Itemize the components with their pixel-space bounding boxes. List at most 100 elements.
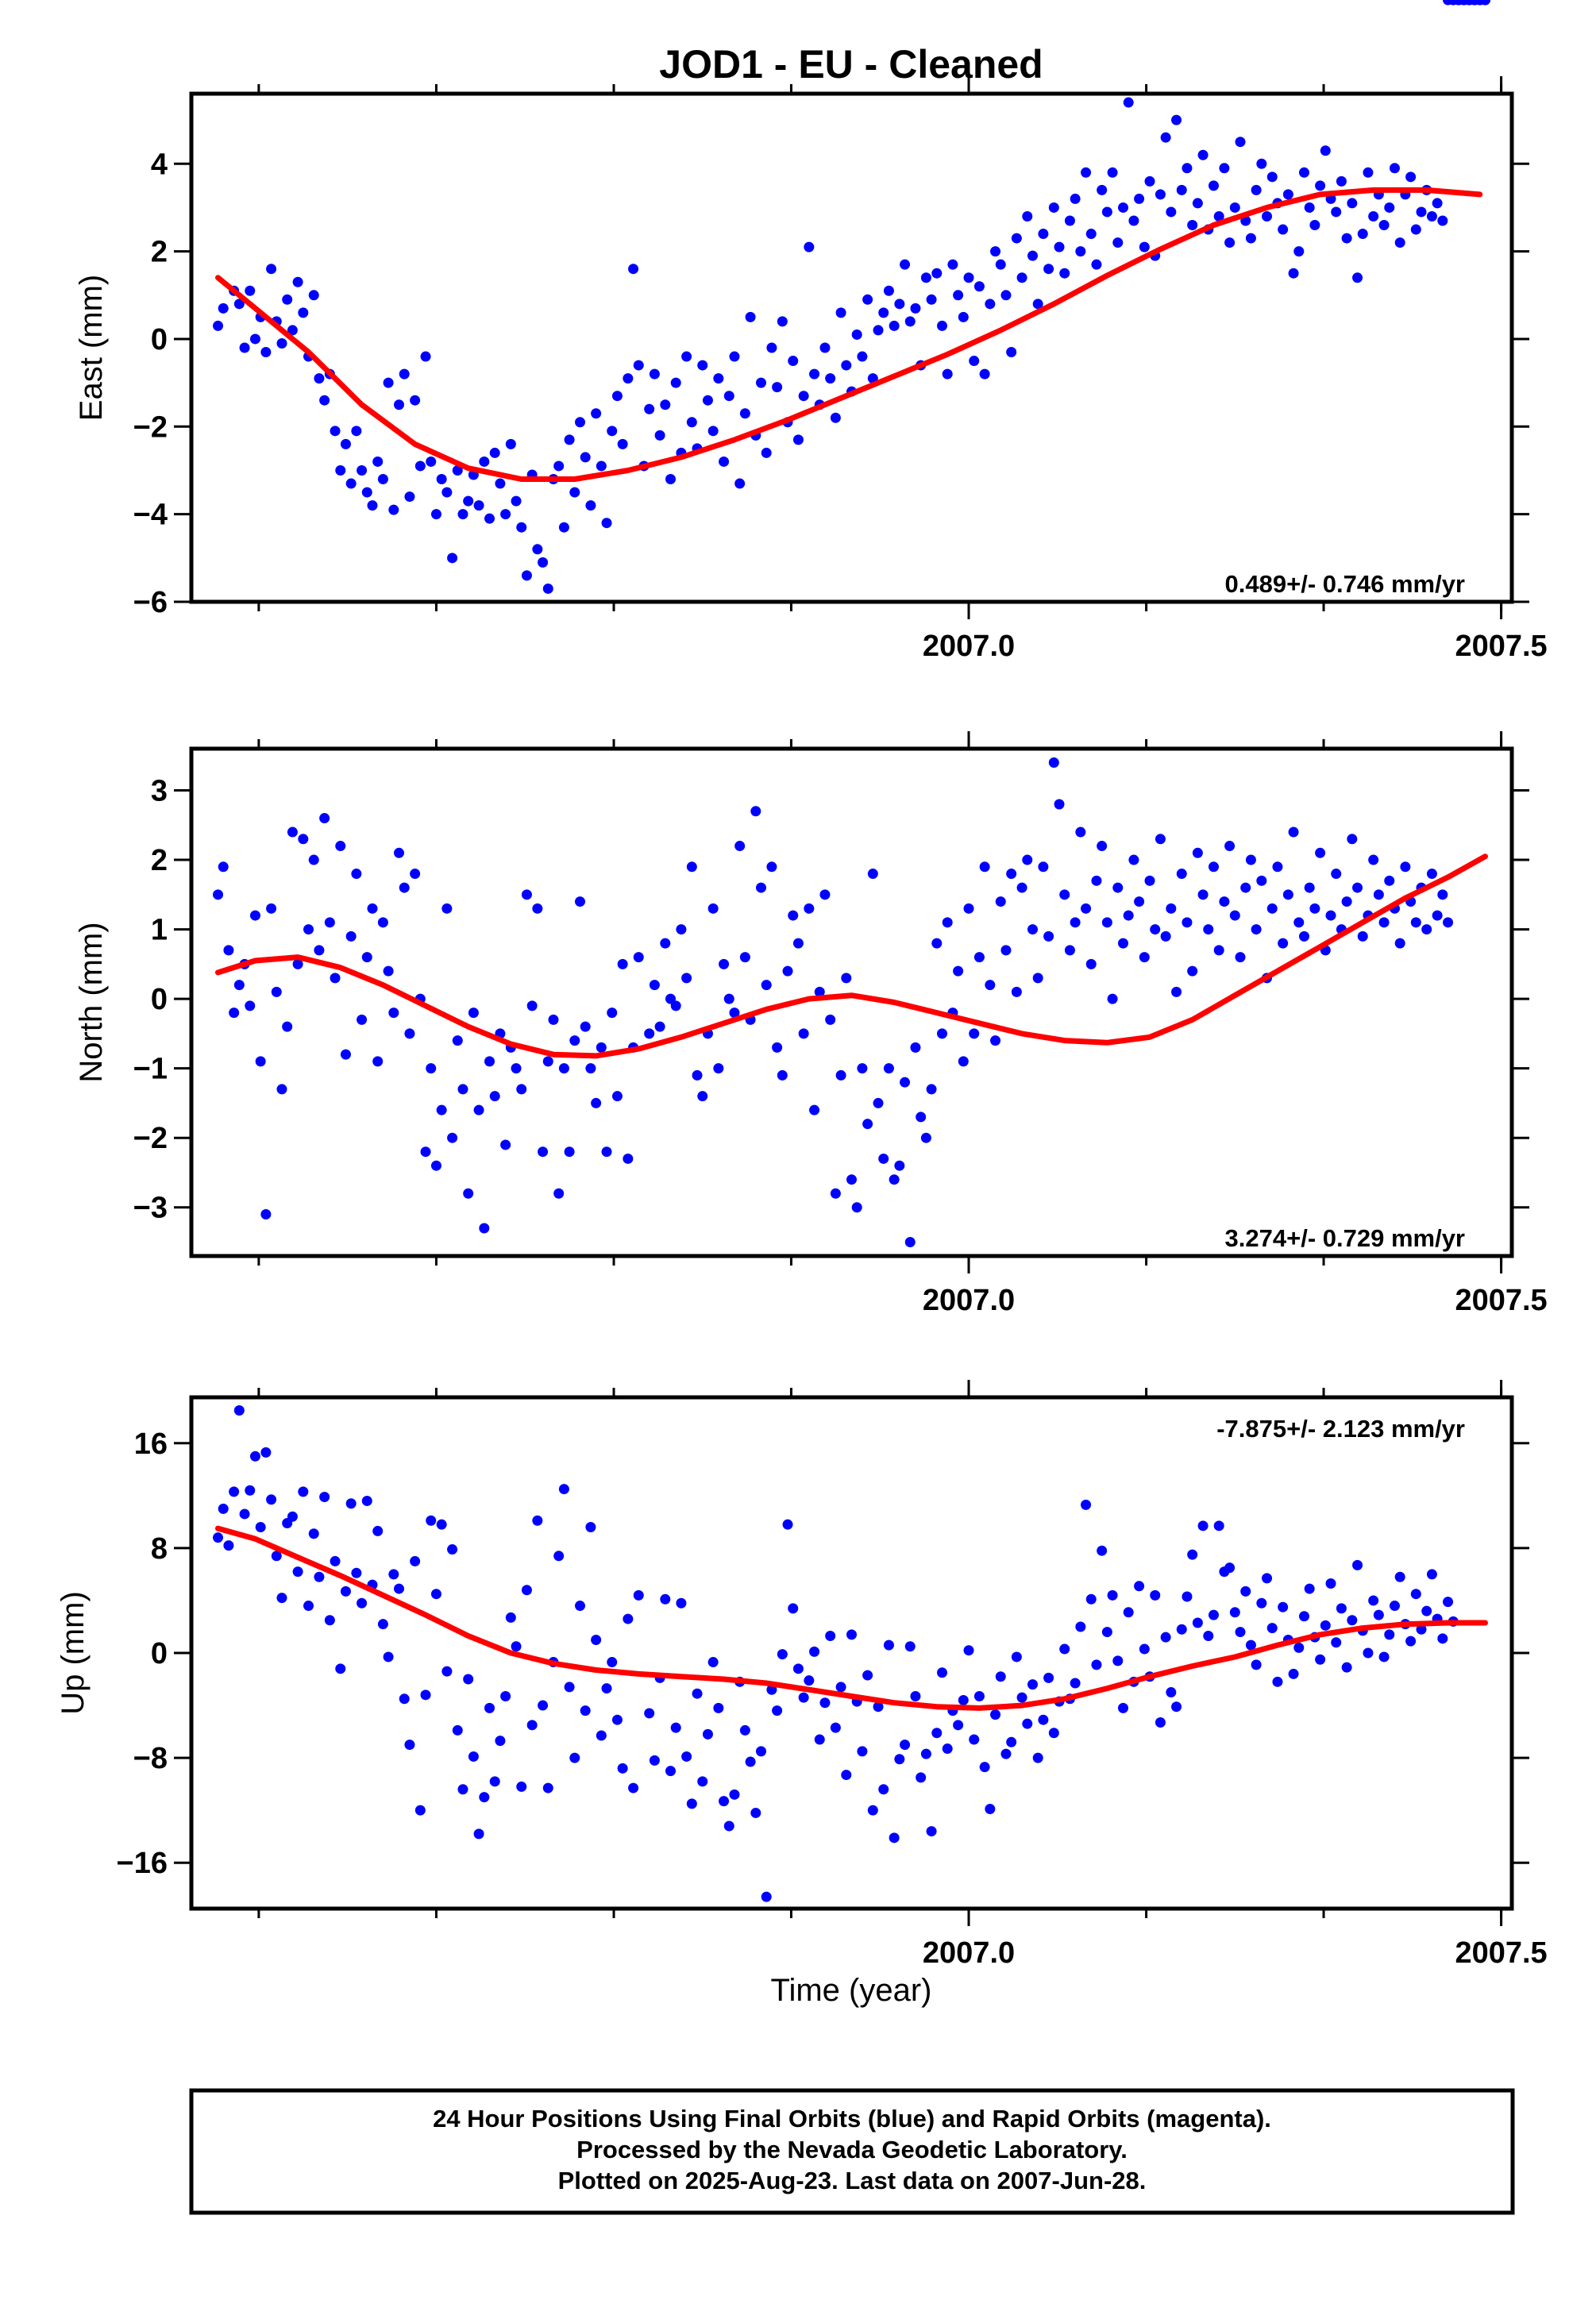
north-data-point	[1245, 854, 1256, 865]
north-data-point	[282, 1021, 293, 1032]
up-data-point	[575, 1601, 586, 1612]
north-data-point	[479, 1223, 490, 1234]
east-data-point	[276, 337, 287, 349]
up-data-point	[340, 1585, 351, 1597]
east-data-point	[361, 487, 372, 498]
up-data-point	[835, 1682, 846, 1693]
north-data-point	[330, 973, 341, 984]
up-data-point	[920, 1748, 931, 1759]
north-data-point	[825, 1014, 836, 1025]
north-data-point	[511, 1063, 522, 1074]
east-data-point	[1298, 167, 1309, 178]
east-data-point	[1011, 233, 1022, 244]
east-data-point	[942, 368, 953, 380]
up-data-point	[873, 1701, 884, 1713]
north-data-point	[463, 1188, 474, 1199]
east-data-point	[681, 351, 692, 362]
north-data-point	[266, 903, 277, 914]
up-data-point	[611, 1714, 623, 1725]
north-data-point	[420, 1146, 431, 1158]
north-data-point	[1272, 861, 1283, 873]
east-data-point	[665, 474, 677, 485]
east-data-point	[553, 460, 565, 472]
east-data-point	[1101, 206, 1112, 218]
north-data-point	[1085, 958, 1097, 969]
up-y-tick-label: 16	[134, 1427, 168, 1461]
up-data-point	[276, 1593, 287, 1604]
east-data-point	[1331, 206, 1342, 218]
north-data-point	[383, 965, 394, 977]
up-data-point	[670, 1722, 681, 1733]
up-data-point	[926, 1826, 937, 1837]
up-data-point	[1304, 1583, 1315, 1594]
north-data-point	[611, 1091, 623, 1102]
north-data-point	[713, 1063, 724, 1074]
up-data-point	[1208, 1609, 1219, 1620]
up-data-point	[1352, 1559, 1363, 1570]
east-data-point	[457, 509, 468, 520]
up-data-point	[649, 1755, 660, 1766]
north-data-point	[1443, 917, 1454, 928]
north-data-point	[1091, 875, 1102, 886]
east-data-point	[351, 426, 362, 437]
up-data-point	[665, 1766, 677, 1777]
up-data-point	[1081, 1499, 1092, 1510]
east-data-point	[1032, 299, 1043, 310]
north-data-point	[942, 917, 953, 928]
north-data-point	[452, 1035, 463, 1046]
up-data-point	[644, 1708, 655, 1719]
east-data-point	[463, 495, 474, 507]
east-data-point	[436, 474, 447, 485]
up-data-point	[218, 1503, 229, 1514]
north-data-point	[883, 1063, 894, 1074]
north-data-point	[1347, 834, 1358, 845]
east-data-point	[995, 259, 1006, 270]
north-data-point	[271, 986, 282, 997]
north-data-point	[1341, 896, 1352, 907]
north-data-point	[990, 1035, 1001, 1046]
up-data-point	[511, 1641, 522, 1652]
east-data-point	[649, 368, 660, 380]
up-data-point	[916, 1772, 927, 1783]
north-data-point	[1278, 938, 1289, 949]
up-data-point	[1048, 1728, 1059, 1739]
north-y-tick-label: −3	[133, 1192, 168, 1225]
north-data-point	[953, 965, 964, 977]
north-data-point	[633, 952, 644, 963]
up-data-point	[1378, 1651, 1390, 1663]
east-data-point	[495, 478, 506, 489]
north-data-point	[538, 1146, 549, 1158]
east-data-point	[591, 408, 602, 419]
north-data-point	[303, 924, 314, 935]
east-data-point	[947, 259, 958, 270]
north-rate-label: 3.274+/- 0.729 mm/yr	[1225, 1224, 1465, 1252]
east-data-point	[1107, 167, 1118, 178]
north-data-point	[1043, 930, 1054, 942]
up-data-point	[452, 1724, 463, 1736]
north-data-point	[766, 861, 777, 873]
east-data-point	[511, 495, 522, 507]
north-data-point	[308, 854, 319, 865]
east-data-point	[1262, 210, 1273, 222]
east-data-point	[558, 522, 569, 533]
up-data-point	[1405, 1636, 1417, 1647]
north-data-point	[377, 917, 388, 928]
north-data-point	[351, 869, 362, 880]
north-data-point	[1325, 910, 1336, 921]
east-data-point	[798, 391, 809, 402]
north-data-point	[1117, 938, 1128, 949]
east-data-point	[990, 246, 1001, 257]
north-data-point	[846, 1174, 857, 1185]
up-data-point	[1097, 1545, 1108, 1556]
north-data-point	[1144, 875, 1155, 886]
north-data-point	[575, 896, 586, 907]
north-data-point	[1352, 882, 1363, 893]
up-data-point	[1150, 1589, 1161, 1601]
north-data-point	[681, 973, 692, 984]
north-data-point	[1064, 945, 1075, 956]
north-data-point	[809, 1104, 820, 1115]
east-data-point	[426, 456, 437, 467]
up-data-point	[233, 1405, 245, 1416]
up-data-point	[479, 1792, 490, 1803]
east-data-point	[1182, 163, 1193, 174]
